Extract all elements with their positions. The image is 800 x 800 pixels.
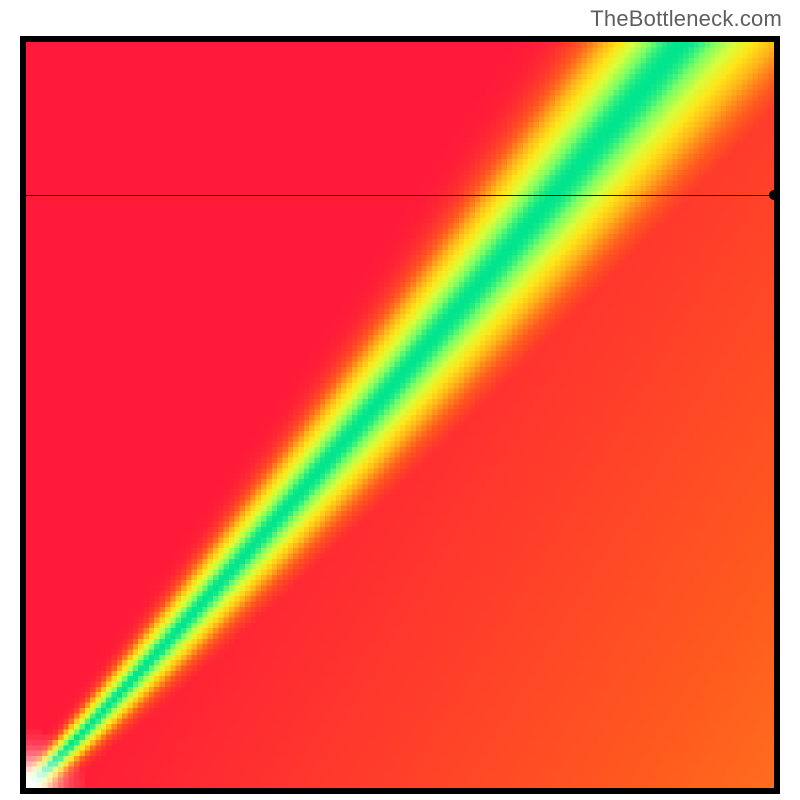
crosshair-horizontal [26, 195, 774, 196]
watermark-text: TheBottleneck.com [590, 6, 782, 32]
chart-frame [20, 36, 780, 794]
marker-point [769, 190, 779, 200]
bottleneck-heatmap [26, 42, 774, 788]
plot-area [26, 42, 774, 788]
